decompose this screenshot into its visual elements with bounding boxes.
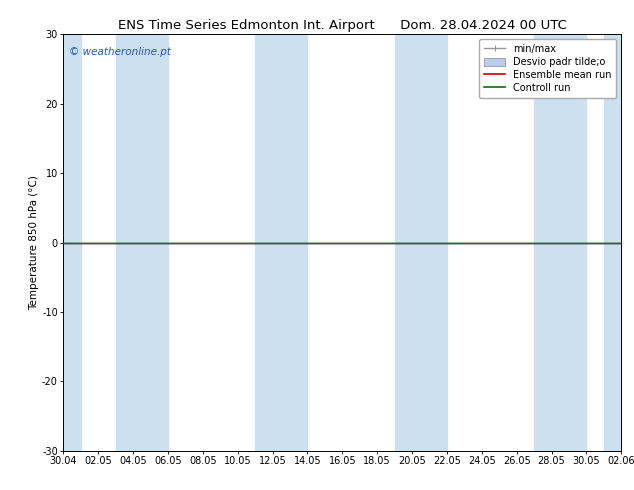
Bar (394, 34, 447, 451)
Bar (604, 34, 621, 451)
Title: ENS Time Series Edmonton Int. Airport      Dom. 28.04.2024 00 UTC: ENS Time Series Edmonton Int. Airport Do… (118, 19, 567, 32)
Bar (534, 34, 586, 451)
Bar (115, 34, 168, 451)
Legend: min/max, Desvio padr tilde;o, Ensemble mean run, Controll run: min/max, Desvio padr tilde;o, Ensemble m… (479, 39, 616, 98)
Text: © weatheronline.pt: © weatheronline.pt (69, 47, 171, 57)
Y-axis label: Temperature 850 hPa (°C): Temperature 850 hPa (°C) (29, 175, 39, 310)
Bar (63, 34, 81, 451)
Bar (255, 34, 307, 451)
